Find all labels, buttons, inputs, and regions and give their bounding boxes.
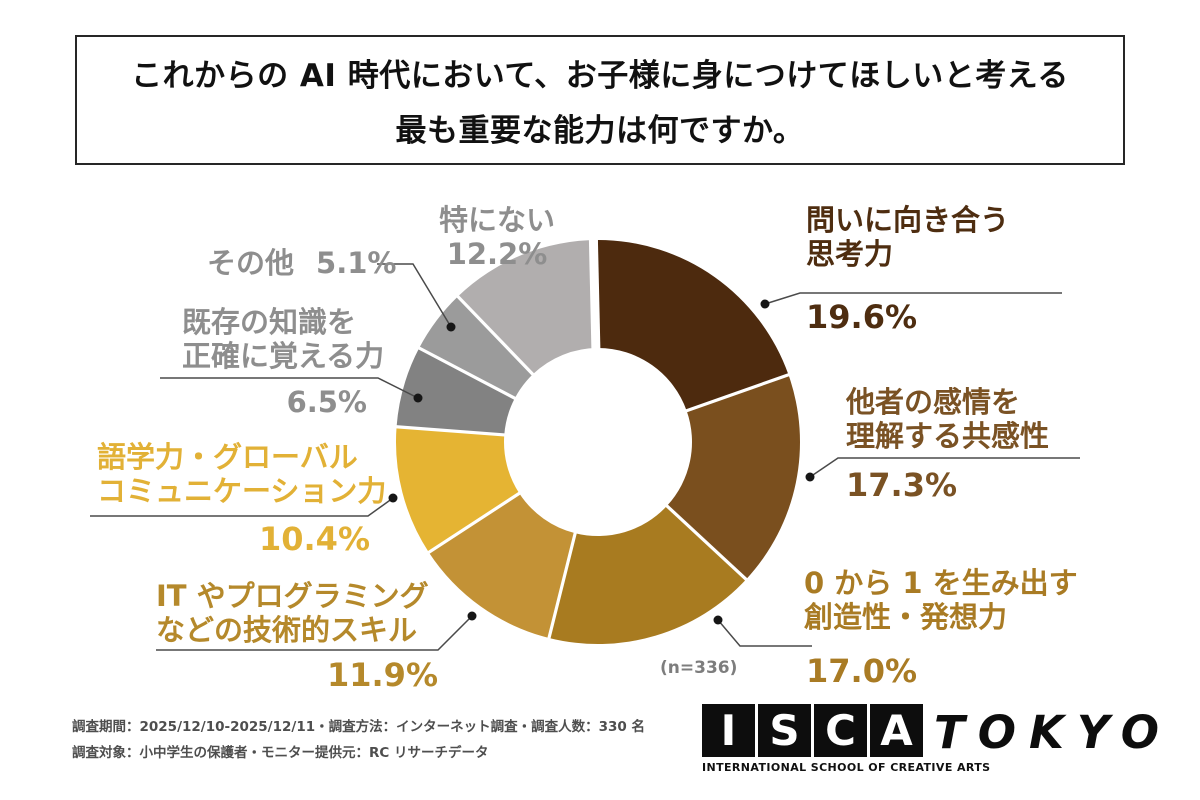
logo-tagline: INTERNATIONAL SCHOOL OF CREATIVE ARTS bbox=[702, 761, 991, 774]
logo-letter-i: I bbox=[702, 704, 755, 757]
leader-line-2 bbox=[717, 619, 812, 647]
logo-letter-c: C bbox=[814, 704, 867, 757]
segment-separator bbox=[394, 425, 507, 437]
donut-segment-4 bbox=[395, 426, 520, 553]
leader-dot-2 bbox=[713, 615, 723, 625]
leader-dot-1 bbox=[805, 472, 815, 482]
leader-line-1 bbox=[809, 457, 1080, 478]
donut-segment-2 bbox=[548, 505, 747, 645]
segment-separator bbox=[416, 345, 518, 401]
isca-tokyo-logo: I S C A TOKYO INTERNATIONAL SCHOOL OF CR… bbox=[702, 704, 1159, 776]
segment-separator bbox=[455, 293, 536, 377]
label-thinking-ability: 問いに向き合う 思考力 bbox=[806, 203, 1010, 271]
logo-wordmark-tokyo: TOKYO bbox=[934, 706, 1173, 759]
leader-dot-5 bbox=[413, 393, 423, 403]
donut-segment-1 bbox=[666, 374, 800, 580]
survey-footnote-line2: 調査対象：小中学生の保護者・モニター提供元：RC リサーチデータ bbox=[72, 745, 489, 762]
segment-separator bbox=[546, 530, 578, 641]
pct-it-skills: 11.9% bbox=[326, 656, 438, 694]
label-creativity: 0 から 1 を生み出す 創造性・発想力 bbox=[804, 566, 1078, 634]
label-empathy: 他者の感情を 理解する共感性 bbox=[846, 385, 1050, 453]
segment-separator bbox=[664, 503, 749, 582]
survey-question-line2: 最も重要な能力は何ですか。 bbox=[395, 113, 805, 149]
label-memorization: 既存の知識を 正確に覚える力 bbox=[182, 305, 385, 373]
leader-dot-0 bbox=[760, 299, 770, 309]
pct-thinking-ability: 19.6% bbox=[806, 298, 918, 336]
donut-segment-0 bbox=[598, 240, 789, 411]
donut-segment-5 bbox=[396, 348, 515, 435]
logo-letter-squares: I S C A bbox=[702, 704, 1142, 757]
leader-dot-4 bbox=[388, 493, 398, 503]
survey-question-line1: これからの AI 時代において、お子様に身につけてほしいと考える bbox=[131, 58, 1069, 94]
survey-footnote-line1: 調査期間：2025/12/10-2025/12/11・調査方法：インターネット調… bbox=[72, 719, 645, 735]
logo-letter-a: A bbox=[870, 704, 923, 757]
pct-creativity: 17.0% bbox=[806, 652, 918, 690]
leader-line-0 bbox=[764, 292, 1062, 305]
title-box: これからの AI 時代において、お子様に身につけてほしいと考える 最も重要な能力… bbox=[75, 35, 1125, 165]
survey-footnote: 調査期間：2025/12/10-2025/12/11・調査方法：インターネット調… bbox=[72, 714, 645, 767]
leader-dot-3 bbox=[467, 611, 477, 621]
label-it-skills: IT やプログラミング などの技術的スキル bbox=[156, 579, 429, 647]
pct-none-in-particular: 12.2% bbox=[446, 236, 548, 271]
segment-separator bbox=[684, 372, 791, 413]
logo-letter-s: S bbox=[758, 704, 811, 757]
pct-memorization: 6.5% bbox=[286, 385, 367, 419]
pct-empathy: 17.3% bbox=[846, 466, 958, 504]
segment-separator bbox=[588, 237, 601, 351]
label-language-communication: 語学力・グローバル コミュニケーション力 bbox=[97, 440, 387, 508]
label-other: その他 5.1% bbox=[207, 246, 397, 280]
pct-language-communication: 10.4% bbox=[258, 520, 370, 558]
leader-line-6 bbox=[377, 263, 452, 328]
leader-line-3 bbox=[156, 615, 473, 651]
pct-other: 5.1% bbox=[316, 246, 397, 280]
label-none-in-particular: 特にない 12.2% bbox=[438, 203, 555, 271]
donut-segment-7 bbox=[457, 240, 598, 375]
leader-line-5 bbox=[160, 377, 419, 399]
leader-dot-6 bbox=[446, 322, 456, 332]
sample-size-note: (n=336) bbox=[660, 658, 738, 678]
leader-line-4 bbox=[90, 497, 394, 517]
segment-separator bbox=[426, 490, 522, 555]
